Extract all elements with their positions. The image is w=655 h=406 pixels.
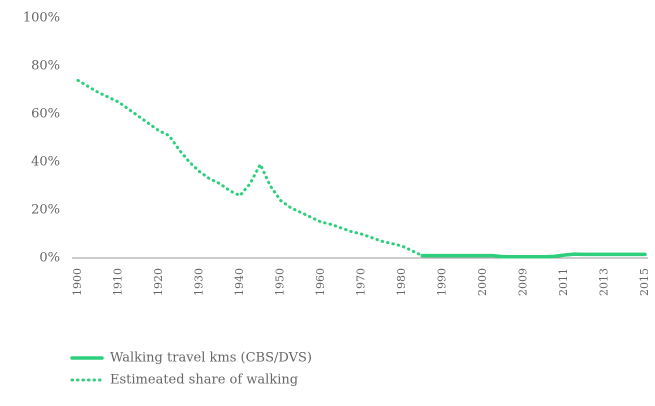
x-tick-label: 2009 [517, 268, 530, 296]
y-tick-label: 40% [31, 155, 60, 170]
x-tick-label: 1970 [355, 268, 368, 296]
x-tick-label: 1980 [395, 268, 408, 296]
x-tick-label: 2015 [638, 268, 651, 296]
series-line [420, 252, 647, 259]
x-tick-label: 1990 [436, 268, 449, 296]
series-line [76, 78, 424, 258]
x-tick-label: 1960 [314, 268, 327, 296]
x-tick-label: 2013 [598, 268, 611, 296]
y-tick-label: 100% [23, 11, 60, 26]
x-tick-label: 1910 [112, 268, 125, 296]
x-tick-label: 1940 [233, 268, 246, 296]
x-tick-label: 1900 [71, 268, 84, 296]
x-tick-label: 1950 [274, 268, 287, 296]
y-tick-label: 20% [31, 203, 60, 218]
y-tick-label: 0% [39, 251, 60, 266]
x-tick-label: 1930 [193, 268, 206, 296]
legend-label: Walking travel kms (CBS/DVS) [110, 351, 312, 366]
y-tick-label: 80% [31, 59, 60, 74]
legend-label: Estimeated share of walking [110, 373, 298, 388]
x-tick-label: 1920 [152, 268, 165, 296]
x-tick-label: 2011 [557, 268, 570, 296]
y-tick-label: 60% [31, 107, 60, 122]
x-tick-label: 2000 [476, 268, 489, 296]
